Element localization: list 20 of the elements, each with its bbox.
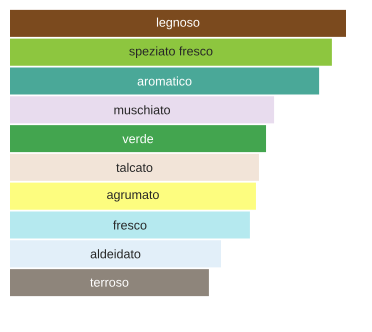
y-tick-label: agrumato — [107, 190, 159, 202]
y-tick-label: terroso — [90, 278, 128, 287]
y-tick-label: speziato fresco — [129, 46, 212, 58]
bar — [10, 154, 259, 181]
bar — [10, 269, 209, 296]
y-tick-label: fresco — [113, 220, 146, 230]
bar — [10, 125, 266, 152]
y-tick-label: talcato — [116, 162, 152, 172]
y-tick-label: muschiato — [114, 105, 170, 114]
y-tick-label: aldeidato — [90, 249, 140, 258]
bar — [10, 10, 346, 37]
bar — [10, 96, 274, 124]
bar — [10, 240, 222, 268]
y-tick-label: verde — [122, 134, 154, 144]
bar — [10, 67, 320, 95]
bar — [10, 38, 332, 66]
bar — [10, 211, 250, 239]
y-tick-label: aromatico — [138, 76, 192, 86]
y-tick-label: legnoso — [156, 18, 200, 30]
bar — [10, 182, 256, 210]
